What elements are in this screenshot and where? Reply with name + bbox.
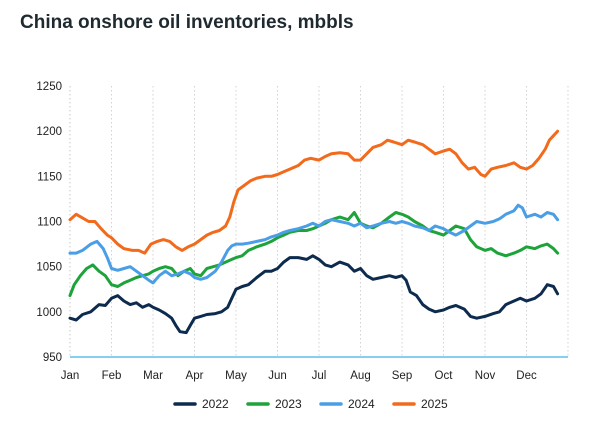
y-tick-label: 1200 bbox=[36, 126, 62, 138]
y-tick-label: 950 bbox=[43, 352, 62, 364]
x-tick-label: Oct bbox=[435, 370, 454, 382]
legend: 2022 2023 2024 2025 bbox=[173, 397, 448, 411]
y-tick-label: 1050 bbox=[36, 262, 62, 274]
y-tick-label: 1150 bbox=[37, 171, 62, 183]
x-tick-label: Sep bbox=[392, 370, 412, 382]
x-tick-label: Mar bbox=[143, 370, 163, 382]
y-tick-label: 1100 bbox=[37, 217, 62, 229]
chart-title: China onshore oil inventories, mbbls bbox=[20, 12, 354, 33]
x-tick-label: Feb bbox=[102, 370, 122, 382]
series-line-2025 bbox=[68, 129, 560, 255]
x-tick-label: Aug bbox=[350, 370, 370, 382]
x-tick-label: Apr bbox=[186, 370, 204, 382]
series-line-2024 bbox=[68, 203, 560, 285]
series-line-2023 bbox=[68, 211, 560, 298]
x-tick-label: May bbox=[225, 370, 247, 382]
legend-label-2022: 2022 bbox=[202, 397, 229, 411]
x-tick-label: Dec bbox=[516, 370, 537, 382]
legend-label-2025: 2025 bbox=[421, 397, 448, 411]
y-tick-label: 1250 bbox=[36, 81, 62, 93]
x-tick-label: Nov bbox=[475, 370, 496, 382]
x-tick-label: Jun bbox=[268, 370, 287, 382]
series-line-2022 bbox=[68, 254, 560, 335]
y-tick-label: 1000 bbox=[36, 307, 62, 319]
x-tick-label: Jan bbox=[61, 370, 80, 382]
x-tick-label: Jul bbox=[312, 370, 327, 382]
legend-label-2023: 2023 bbox=[275, 397, 302, 411]
legend-label-2024: 2024 bbox=[348, 397, 375, 411]
